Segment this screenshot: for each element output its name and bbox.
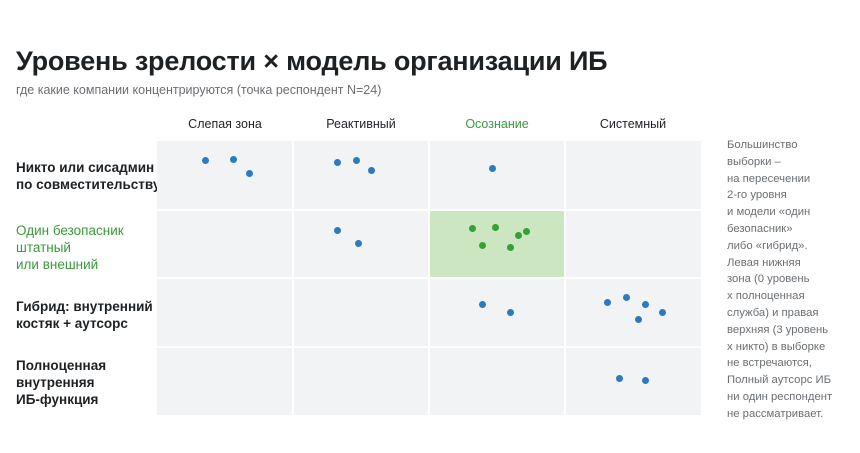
matrix-cell xyxy=(566,141,701,209)
side-note-line: ни один респондент xyxy=(727,390,833,403)
respondent-dot xyxy=(634,315,642,323)
matrix-cell xyxy=(566,210,701,277)
side-note-line: зона (0 уровень xyxy=(727,273,810,286)
respondent-dot xyxy=(489,164,497,172)
row-header-line: по совместительству xyxy=(16,177,161,192)
respondent-dot xyxy=(469,225,477,233)
page-subtitle: где какие компании концентрируются (точк… xyxy=(16,83,382,97)
side-note-line: и модели «один xyxy=(727,206,811,219)
respondent-dot xyxy=(478,242,486,250)
respondent-dot xyxy=(641,301,649,309)
respondent-dot xyxy=(478,301,486,309)
side-note-line: х полноценная xyxy=(727,290,805,303)
matrix-cell xyxy=(430,141,564,209)
side-note-line: Полный аутсорс ИБ xyxy=(727,374,832,387)
row-header-line: костяк + аутсорс xyxy=(16,316,128,331)
matrix-cell xyxy=(430,347,564,415)
respondent-dot xyxy=(202,157,210,165)
matrix-cell xyxy=(566,347,701,415)
matrix-grid xyxy=(157,141,701,415)
side-note-line: служба) и правая xyxy=(727,306,819,319)
row-header-line: ИБ-функция xyxy=(16,392,99,407)
respondent-dot xyxy=(245,169,253,177)
row-header: Никто или сисадмин по совместительству xyxy=(16,159,161,193)
respondent-dot xyxy=(603,299,611,307)
row-header-line: Полноценная xyxy=(16,358,107,373)
respondent-dot xyxy=(622,294,630,302)
side-note-line: либо «гибрид». xyxy=(727,239,808,252)
side-note-line: на пересечении xyxy=(727,172,811,185)
respondent-dot xyxy=(492,223,500,231)
respondent-dot xyxy=(334,158,342,166)
side-note-line: выборки – xyxy=(727,155,781,168)
matrix-cell-highlight xyxy=(430,210,564,277)
side-note-line: 2-го уровня xyxy=(727,189,787,202)
column-header: Системный xyxy=(599,117,667,131)
respondent-dot xyxy=(507,244,515,252)
matrix-cell xyxy=(157,210,292,277)
row-header: Гибрид: внутренний костяк + аутсорс xyxy=(16,298,156,332)
respondent-dot xyxy=(229,155,237,163)
respondent-dot xyxy=(659,308,667,316)
matrix-cell xyxy=(294,279,428,346)
matrix-cell xyxy=(294,347,428,415)
row-header-line: внутренняя xyxy=(16,375,95,390)
matrix-cell xyxy=(157,347,292,415)
side-note-line: не рассматривает. xyxy=(727,407,824,420)
row-header: Полноценная внутренняя ИБ-функция xyxy=(16,357,156,408)
matrix-cell xyxy=(430,279,564,346)
column-header: Осознание xyxy=(465,117,529,131)
row-header-line: Один безопасник xyxy=(16,223,124,238)
matrix-cell xyxy=(294,141,428,209)
side-note-line: Большинство xyxy=(727,139,798,151)
side-note-line: Левая нижняя xyxy=(727,256,801,269)
respondent-dot xyxy=(641,376,649,384)
respondent-dot xyxy=(368,166,376,174)
row-header-line: штатный xyxy=(16,240,71,255)
respondent-dot xyxy=(353,157,361,165)
side-note-line: не встречаются, xyxy=(727,357,812,370)
matrix-cell xyxy=(157,141,292,209)
matrix-cell xyxy=(566,279,701,346)
row-header-line: или внешний xyxy=(16,257,99,272)
row-header: Один безопасник штатный или внешний xyxy=(16,222,156,273)
side-note-line: верхняя (3 уровень xyxy=(727,323,829,336)
page-title: Уровень зрелости × модель организации ИБ xyxy=(16,46,608,76)
column-header: Слепая зона xyxy=(188,117,262,131)
side-note-line: х никто) в выборке xyxy=(727,340,826,353)
column-header: Реактивный xyxy=(326,117,396,131)
respondent-dot xyxy=(507,308,515,316)
respondent-dot xyxy=(615,375,623,383)
row-header-line: Никто или сисадмин xyxy=(16,160,155,175)
side-note-line: безопасник» xyxy=(727,222,793,235)
respondent-dot xyxy=(515,232,523,240)
respondent-dot xyxy=(523,227,531,235)
matrix-cell xyxy=(157,279,292,346)
row-header-line: Гибрид: внутренний xyxy=(16,299,153,314)
side-note: Большинство выборки – на пересечении 2-го у… xyxy=(727,137,847,423)
respondent-dot xyxy=(354,240,362,248)
respondent-dot xyxy=(334,227,342,235)
